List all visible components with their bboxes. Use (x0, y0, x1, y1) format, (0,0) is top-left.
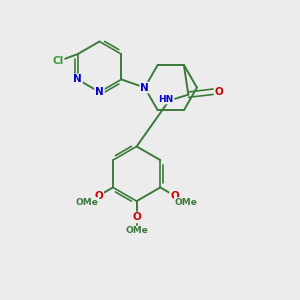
Text: OMe: OMe (125, 226, 148, 235)
Text: OMe: OMe (175, 198, 197, 207)
Text: O: O (94, 190, 103, 201)
Text: O: O (170, 190, 179, 201)
Text: O: O (214, 87, 223, 97)
Text: Cl: Cl (52, 56, 64, 66)
Text: N: N (140, 82, 149, 93)
Text: N: N (73, 74, 82, 84)
Text: OMe: OMe (76, 198, 99, 207)
Text: N: N (95, 87, 104, 97)
Text: HN: HN (158, 94, 174, 103)
Text: O: O (132, 212, 141, 223)
